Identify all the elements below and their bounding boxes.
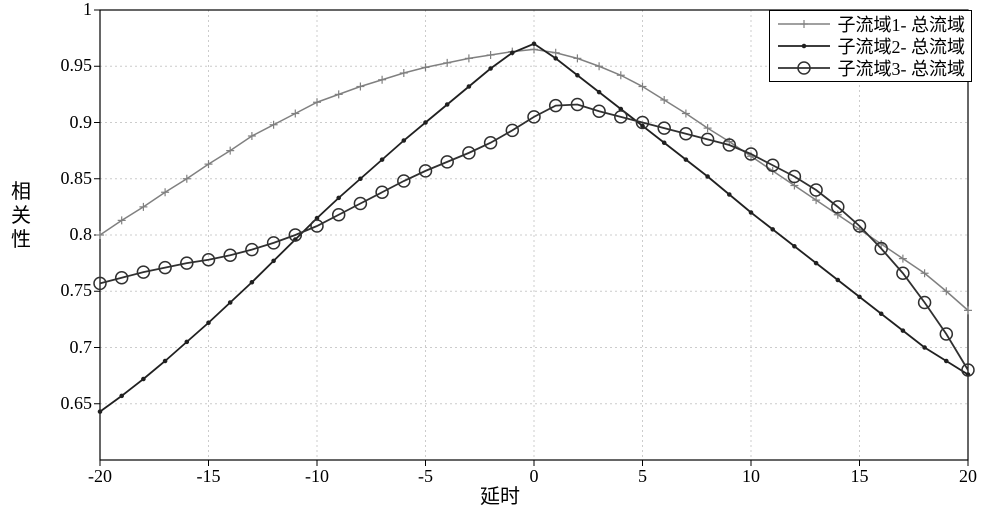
x-tick-label: 5: [638, 466, 647, 487]
y-axis-label: 相 关 性: [10, 180, 32, 252]
y-axis-label-char: 关: [11, 205, 31, 227]
x-tick-label: -15: [197, 466, 221, 487]
y-tick-label: 0.75: [44, 280, 92, 301]
y-axis-label-char: 相: [11, 181, 31, 203]
x-tick-label: -5: [418, 466, 433, 487]
legend: 子流域1- 总流域子流域2- 总流域子流域3- 总流域: [769, 10, 973, 82]
legend-item: 子流域1- 总流域: [776, 13, 966, 35]
y-tick-label: 0.95: [44, 55, 92, 76]
legend-label: 子流域3- 总流域: [838, 55, 966, 81]
legend-item: 子流域2- 总流域: [776, 35, 966, 57]
x-tick-label: 0: [530, 466, 539, 487]
x-tick-label: 10: [742, 466, 760, 487]
y-tick-label: 0.8: [44, 224, 92, 245]
x-tick-label: -10: [305, 466, 329, 487]
y-tick-label: 1: [44, 0, 92, 20]
y-tick-label: 0.9: [44, 112, 92, 133]
x-tick-label: 20: [959, 466, 977, 487]
y-tick-label: 0.7: [44, 337, 92, 358]
y-tick-label: 0.85: [44, 168, 92, 189]
legend-item: 子流域3- 总流域: [776, 57, 966, 79]
chart-container: 相 关 性 延时 子流域1- 总流域子流域2- 总流域子流域3- 总流域 -20…: [0, 0, 1000, 515]
y-axis-label-char: 性: [11, 229, 31, 251]
x-tick-label: -20: [88, 466, 112, 487]
y-tick-label: 0.65: [44, 393, 92, 414]
x-tick-label: 15: [851, 466, 869, 487]
